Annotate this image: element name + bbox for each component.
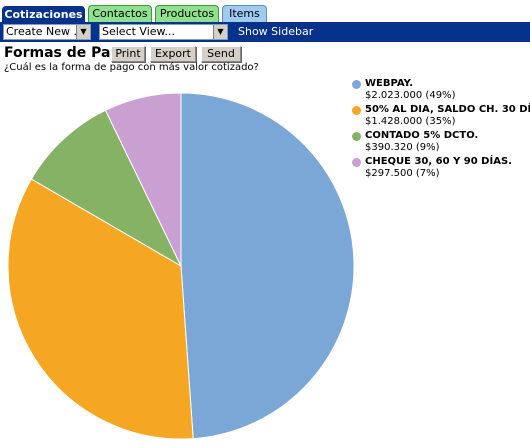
export-button[interactable]: Export (150, 46, 196, 62)
tab-productos[interactable]: Productos (155, 5, 219, 22)
pie-slice-2 (30, 109, 183, 268)
tab-bar: Cotizaciones Contactos Productos Items (0, 0, 530, 23)
chart-legend: WEBPAY. $2.023.000 (49%) 50% AL DIA, SAL… (352, 78, 530, 182)
legend-swatch (352, 158, 361, 167)
legend-swatch (352, 80, 361, 89)
legend-item: CHEQUE 30, 60 Y 90 DÍAS. $297.500 (7%) (352, 156, 530, 180)
legend-label: WEBPAY. (365, 78, 414, 89)
create-new-label: Create New ... (6, 25, 85, 38)
send-button[interactable]: Send (201, 46, 241, 62)
pie-chart (7, 92, 355, 440)
toolbar: Create New ... ▼ Select View... ▼ Show S… (0, 22, 530, 42)
legend-item: 50% AL DIA, SALDO CH. 30 DÍAS $1.428.000… (352, 104, 530, 128)
select-view-select[interactable]: Select View... ▼ (99, 24, 228, 40)
pie-slice-0 (180, 92, 355, 440)
legend-value: $2.023.000 (49%) (365, 90, 456, 101)
legend-label: 50% AL DIA, SALDO CH. 30 DÍAS (365, 104, 530, 115)
page-title: Formas de Pago (4, 45, 131, 61)
chevron-down-icon[interactable]: ▼ (213, 25, 227, 39)
legend-value: $390.320 (9%) (365, 142, 440, 153)
pie-slice-3 (104, 92, 182, 267)
legend-label: CHEQUE 30, 60 Y 90 DÍAS. (365, 156, 512, 167)
chevron-down-icon[interactable]: ▼ (76, 25, 90, 39)
legend-swatch (352, 132, 361, 141)
legend-label: CONTADO 5% DCTO. (365, 130, 479, 141)
page-subtitle: ¿Cuál es la forma de pago con más valor … (4, 62, 259, 73)
print-button[interactable]: Print (111, 46, 145, 62)
legend-item: WEBPAY. $2.023.000 (49%) (352, 78, 530, 102)
tab-contactos[interactable]: Contactos (88, 5, 152, 22)
select-view-label: Select View... (102, 25, 176, 38)
legend-swatch (352, 106, 361, 115)
legend-value: $1.428.000 (35%) (365, 116, 456, 127)
show-sidebar-link[interactable]: Show Sidebar (238, 25, 314, 38)
create-new-select[interactable]: Create New ... ▼ (3, 24, 91, 40)
tab-cotizaciones[interactable]: Cotizaciones (2, 6, 85, 23)
legend-item: CONTADO 5% DCTO. $390.320 (9%) (352, 130, 530, 154)
tab-items[interactable]: Items (222, 5, 267, 22)
legend-value: $297.500 (7%) (365, 168, 440, 179)
pie-slice-1 (7, 178, 194, 440)
